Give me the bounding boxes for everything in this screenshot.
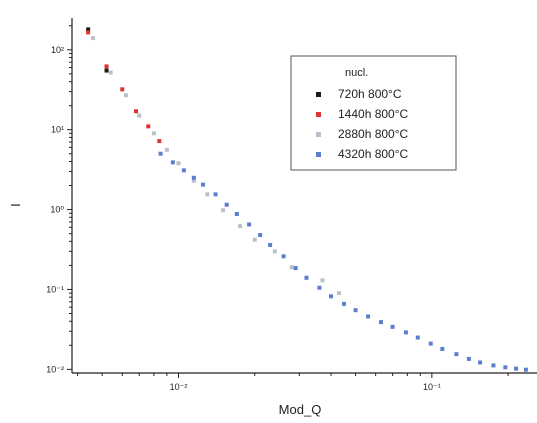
y-tick-label: 10² [51,45,64,55]
series-0 [86,27,109,73]
data-point [137,113,142,118]
data-point [191,175,196,180]
legend-title: nucl. [345,67,368,79]
legend-label: 2880h 800°C [338,127,409,141]
data-point [304,275,309,280]
data-point [390,324,395,329]
data-point [454,352,459,357]
data-point [104,64,109,69]
data-point [329,294,334,299]
plot-area [86,27,528,372]
data-point [201,182,206,187]
data-point [108,70,113,75]
y-tick-label: 10⁻² [46,364,64,374]
data-point [238,224,243,229]
data-point [366,314,371,319]
data-point [523,367,528,372]
data-point [293,266,298,271]
series-1 [86,30,162,144]
data-point [181,168,186,173]
y-tick-label: 10⁻¹ [46,284,64,294]
legend-label: 720h 800°C [338,87,402,101]
legend-items: 720h 800°C 1440h 800°C 2880h 800°C 4320h 80… [316,87,409,161]
data-point [258,233,263,238]
data-point [123,93,128,98]
y-tick-label: 10⁰ [50,205,64,215]
data-point [379,320,384,325]
data-point [91,36,96,41]
data-point [86,27,91,32]
data-point [170,160,175,165]
data-point [234,212,239,217]
data-point [104,68,109,73]
data-point [289,265,294,270]
data-point [281,254,286,259]
data-point [491,363,496,368]
data-point [353,308,358,313]
data-point [146,124,151,129]
data-point [157,139,162,144]
data-point [403,330,408,335]
data-point [221,208,226,213]
data-point [272,249,277,254]
data-point [205,192,210,197]
series-2 [91,36,341,296]
data-point [466,356,471,361]
data-point [341,301,346,306]
data-point [268,243,273,248]
y-axis-title: I [8,203,23,207]
data-point [176,161,181,166]
data-point [503,365,508,370]
data-point [247,222,252,227]
series-3 [158,151,528,372]
data-point [415,335,420,340]
legend: nucl. 720h 800°C 1440h 800°C 2880h 800°C 43… [290,55,457,171]
x-axis-title: Mod_Q [279,402,322,417]
legend-label: 4320h 800°C [338,147,409,161]
y-tick-label: 10¹ [51,125,64,135]
data-point [164,147,169,152]
data-point [317,285,322,290]
legend-marker [316,92,321,97]
data-point [428,341,433,346]
data-point [158,151,163,156]
legend-marker [316,132,321,137]
data-point [120,87,125,92]
data-point [224,202,229,207]
x-tick-label: 10⁻¹ [423,382,441,392]
data-point [151,131,156,136]
data-point [440,346,445,351]
data-point [320,278,325,283]
legend-marker [316,152,321,157]
data-point [213,192,218,197]
data-point [252,237,257,242]
legend-label: 1440h 800°C [338,107,409,121]
data-point [191,178,196,183]
data-point [514,366,519,371]
x-tick-label: 10⁻² [170,382,188,392]
legend-marker [316,112,321,117]
data-point [336,291,341,296]
x-tick-group: 10⁻² 10⁻¹ [77,373,509,392]
data-point [478,360,483,365]
data-point [86,30,91,35]
y-tick-group: 10² 10¹ 10⁰ 10⁻¹ 10⁻² [46,25,72,374]
data-point [134,109,139,114]
